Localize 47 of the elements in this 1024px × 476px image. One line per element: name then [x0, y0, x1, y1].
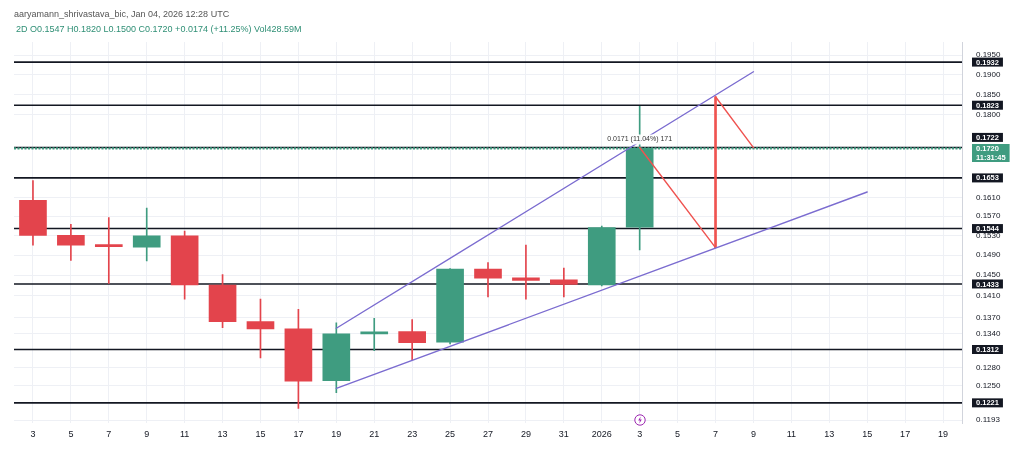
y-tick-label: 0.1530: [976, 230, 1002, 240]
y-tick-label: 0.1450: [976, 270, 1002, 280]
x-tick-label: 13: [217, 429, 228, 440]
x-tick-label: 21: [369, 429, 380, 440]
x-tick-label: 3: [30, 429, 36, 440]
x-tick-label: 9: [750, 429, 756, 440]
x-tick-label: 3: [637, 429, 643, 440]
chart-subtitle: 2D O0.1547 H0.1820 L0.1500 C0.1720 +0.0174 (+11.25%) Vol428.59M: [16, 24, 302, 34]
chart-title: aaryamann_shrivastava_bic, Jan 04, 2026 12:28 UTC: [14, 9, 230, 19]
y-tick-label: 0.1193: [976, 415, 1001, 425]
x-tick-label: 23: [407, 429, 418, 440]
y-tick-label: 0.1850: [976, 89, 1002, 99]
x-tick-label: 11: [786, 429, 797, 440]
x-tick-label: 13: [824, 429, 835, 440]
x-tick-label: 15: [255, 429, 266, 440]
y-tick-label: 0.1800: [976, 109, 1002, 119]
x-tick-label: 17: [900, 429, 911, 440]
candlestick: [132, 207, 161, 262]
x-tick-label: 31: [558, 429, 569, 440]
x-tick-label: 5: [675, 429, 681, 440]
y-tick-label: 0.1280: [976, 363, 1002, 373]
x-tick-label: 19: [331, 429, 342, 440]
x-tick-label: 27: [482, 429, 494, 440]
y-tick-label: 0.1370: [976, 312, 1002, 322]
x-tick-label: 17: [293, 429, 304, 440]
candlestick: [94, 217, 123, 284]
x-tick-label: 2026: [591, 429, 612, 440]
x-tick-label: 25: [445, 429, 456, 440]
y-tick-label: 0.1610: [976, 192, 1002, 202]
y-tick-label: 0.1410: [976, 291, 1002, 301]
x-tick-label: 29: [520, 429, 531, 440]
y-tick-label: 0.1900: [976, 69, 1002, 79]
y-tick-label: 0.1490: [976, 250, 1002, 260]
x-tick-label: 9: [144, 429, 150, 440]
x-tick-label: 7: [106, 429, 112, 440]
y-tick-label: 0.1950: [976, 50, 1002, 60]
y-tick-label: 0.1570: [976, 211, 1002, 221]
x-tick-label: 11: [179, 429, 190, 440]
x-tick-label: 5: [68, 429, 74, 440]
candlestick: [360, 318, 389, 351]
candlestick: [512, 244, 540, 300]
candlestick: [550, 267, 578, 298]
x-tick-label: 7: [713, 429, 719, 440]
x-tick-label: 19: [938, 429, 949, 440]
x-tick-label: 15: [862, 429, 873, 440]
y-tick-label: 0.1250: [976, 380, 1002, 390]
y-tick-label: 0.1340: [976, 329, 1002, 338]
